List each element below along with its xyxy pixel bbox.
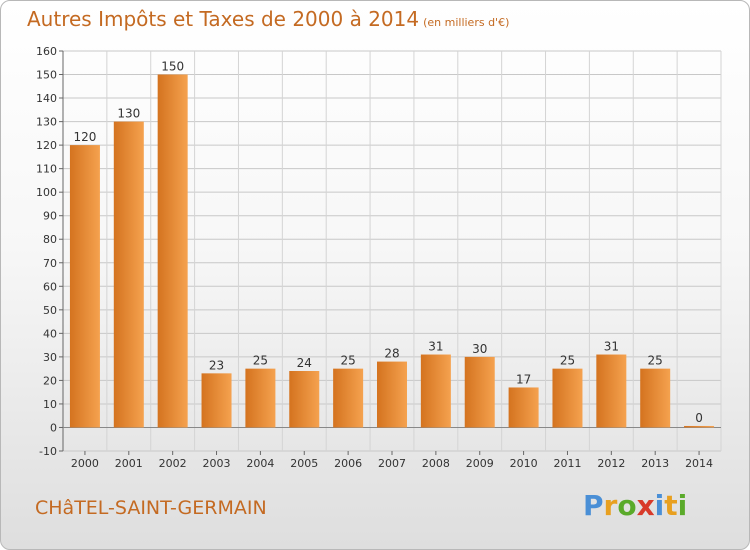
bar <box>245 368 276 428</box>
y-tick-label: 120 <box>36 139 57 152</box>
x-tick-label: 2000 <box>71 457 99 470</box>
data-label: 30 <box>472 342 487 356</box>
bar <box>157 74 188 428</box>
x-tick-label: 2005 <box>290 457 318 470</box>
data-label: 31 <box>604 340 619 354</box>
data-label: 31 <box>428 340 443 354</box>
y-tick-label: 20 <box>43 374 57 387</box>
y-tick-label: 140 <box>36 92 57 105</box>
y-tick-label: 150 <box>36 69 57 82</box>
bar <box>684 425 715 428</box>
chart-unit: (en milliers d'€) <box>423 16 510 29</box>
y-tick-label: 100 <box>36 186 57 199</box>
y-tick-label: 80 <box>43 233 57 246</box>
brand-letter: P <box>583 489 604 522</box>
data-label: 28 <box>384 347 399 361</box>
y-tick-label: 160 <box>36 45 57 58</box>
data-label: 0 <box>695 411 703 425</box>
bar <box>464 356 495 428</box>
y-tick-label: -10 <box>39 445 57 458</box>
label-layer: 120 130 150 23 25 24 25 28 31 30 17 25 31 25 0 <box>73 60 702 425</box>
y-tick-label: 50 <box>43 304 57 317</box>
x-tick-label: 2007 <box>378 457 406 470</box>
y-tick-label: 0 <box>50 421 57 434</box>
x-tick-label: 2014 <box>685 457 713 470</box>
y-tick-label: 60 <box>43 280 57 293</box>
x-tick-label: 2009 <box>466 457 494 470</box>
data-label: 23 <box>209 358 224 372</box>
bar <box>640 368 671 428</box>
x-tick-label: 2002 <box>159 457 187 470</box>
y-tick-label: 130 <box>36 116 57 129</box>
x-tick-label: 2003 <box>203 457 231 470</box>
x-tick-label: 2008 <box>422 457 450 470</box>
data-label: 24 <box>297 356 312 370</box>
bar <box>508 387 539 428</box>
brand-letter: o <box>617 489 637 522</box>
bar <box>201 373 232 428</box>
brand-letter: r <box>603 489 618 522</box>
x-tick-label: 2011 <box>553 457 581 470</box>
bar <box>552 368 583 428</box>
y-tick-label: 90 <box>43 210 57 223</box>
x-tick-label: 2004 <box>246 457 274 470</box>
data-label: 25 <box>340 354 355 368</box>
bar <box>596 354 627 428</box>
data-label: 17 <box>516 372 531 386</box>
data-label: 25 <box>560 354 575 368</box>
data-label: 120 <box>73 130 96 144</box>
data-label: 150 <box>161 60 184 74</box>
brand-logo: Proxiti <box>583 489 687 522</box>
y-tick-label: 30 <box>43 351 57 364</box>
x-tick-label: 2012 <box>597 457 625 470</box>
y-tick-label: 10 <box>43 398 57 411</box>
x-tick-label: 2006 <box>334 457 362 470</box>
data-label: 130 <box>117 107 140 121</box>
bar <box>113 121 144 428</box>
y-tick-label: 70 <box>43 257 57 270</box>
y-tick-label: 110 <box>36 163 57 176</box>
x-tick-label: 2013 <box>641 457 669 470</box>
data-label: 25 <box>648 354 663 368</box>
chart-title-text: Autres Impôts et Taxes de 2000 à 2014 <box>27 7 420 31</box>
brand-letter: t <box>664 489 678 522</box>
chart-title: Autres Impôts et Taxes de 2000 à 2014 (en… <box>27 7 509 31</box>
bar <box>69 145 100 428</box>
y-tick-label: 40 <box>43 327 57 340</box>
bar <box>333 368 364 428</box>
town-name: CHâTEL-SAINT-GERMAIN <box>35 497 267 519</box>
x-tick-label: 2001 <box>115 457 143 470</box>
bar <box>289 371 320 428</box>
brand-letter: i <box>677 489 688 522</box>
data-label: 25 <box>253 354 268 368</box>
bar <box>420 354 451 428</box>
bar <box>377 361 407 428</box>
bar-layer <box>69 74 715 428</box>
brand-letter: x <box>636 489 655 522</box>
x-tick-label: 2010 <box>510 457 538 470</box>
axis-layer: -10 0 10 20 30 40 50 60 70 80 90 100 110 120 130 140 150… <box>36 45 721 470</box>
brand-letter: i <box>654 489 665 522</box>
